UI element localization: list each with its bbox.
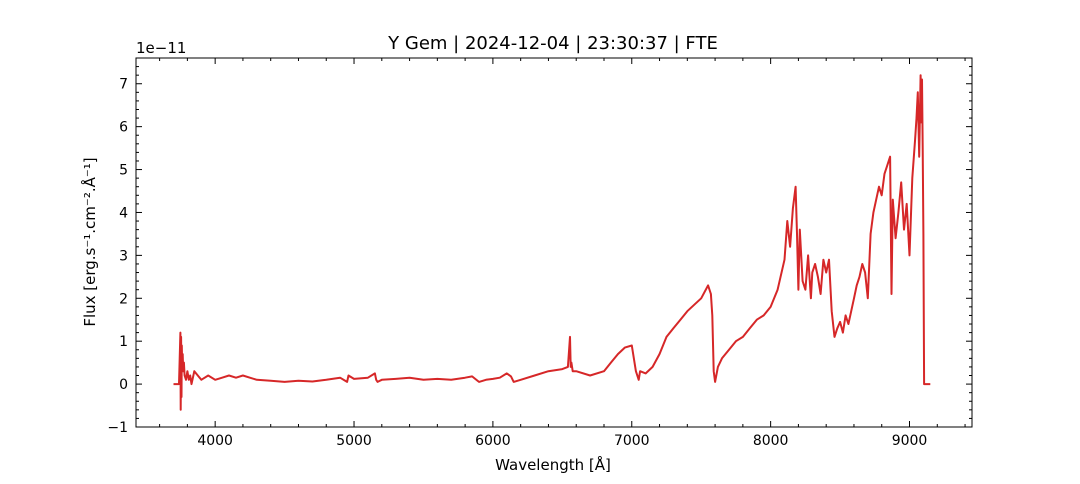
y-tick-label: 3 [119, 248, 128, 264]
chart-title: Y Gem | 2024-12-04 | 23:30:37 | FTE [387, 33, 718, 54]
y-tick-label: −1 [107, 420, 128, 436]
plot-frame [135, 57, 973, 428]
y-axis-label: Flux [erg.s⁻¹.cm⁻².Å⁻¹] [80, 157, 99, 326]
x-axis: 4000 5000 6000 7000 8000 9000 [159, 58, 966, 449]
y-tick-label: 6 [119, 120, 128, 136]
y-axis-scale-label: 1e−11 [136, 39, 186, 57]
x-tick-label: 9000 [892, 433, 928, 449]
x-axis-label: Wavelength [Å] [495, 455, 611, 474]
x-tick-label: 6000 [475, 433, 511, 449]
y-axis: −1 0 1 2 3 4 5 6 7 [107, 66, 972, 436]
y-tick-label: 7 [119, 77, 128, 93]
y-tick-label: 4 [119, 205, 128, 221]
x-tick-label: 7000 [614, 433, 650, 449]
y-tick-label: 2 [119, 291, 128, 307]
y-tick-label: 0 [119, 377, 128, 393]
x-tick-label: 4000 [197, 433, 233, 449]
spectrum-line [173, 74, 931, 411]
y-tick-label: 1 [119, 334, 128, 350]
x-tick-label: 5000 [336, 433, 372, 449]
x-tick-label: 8000 [753, 433, 789, 449]
y-tick-label: 5 [119, 163, 128, 179]
